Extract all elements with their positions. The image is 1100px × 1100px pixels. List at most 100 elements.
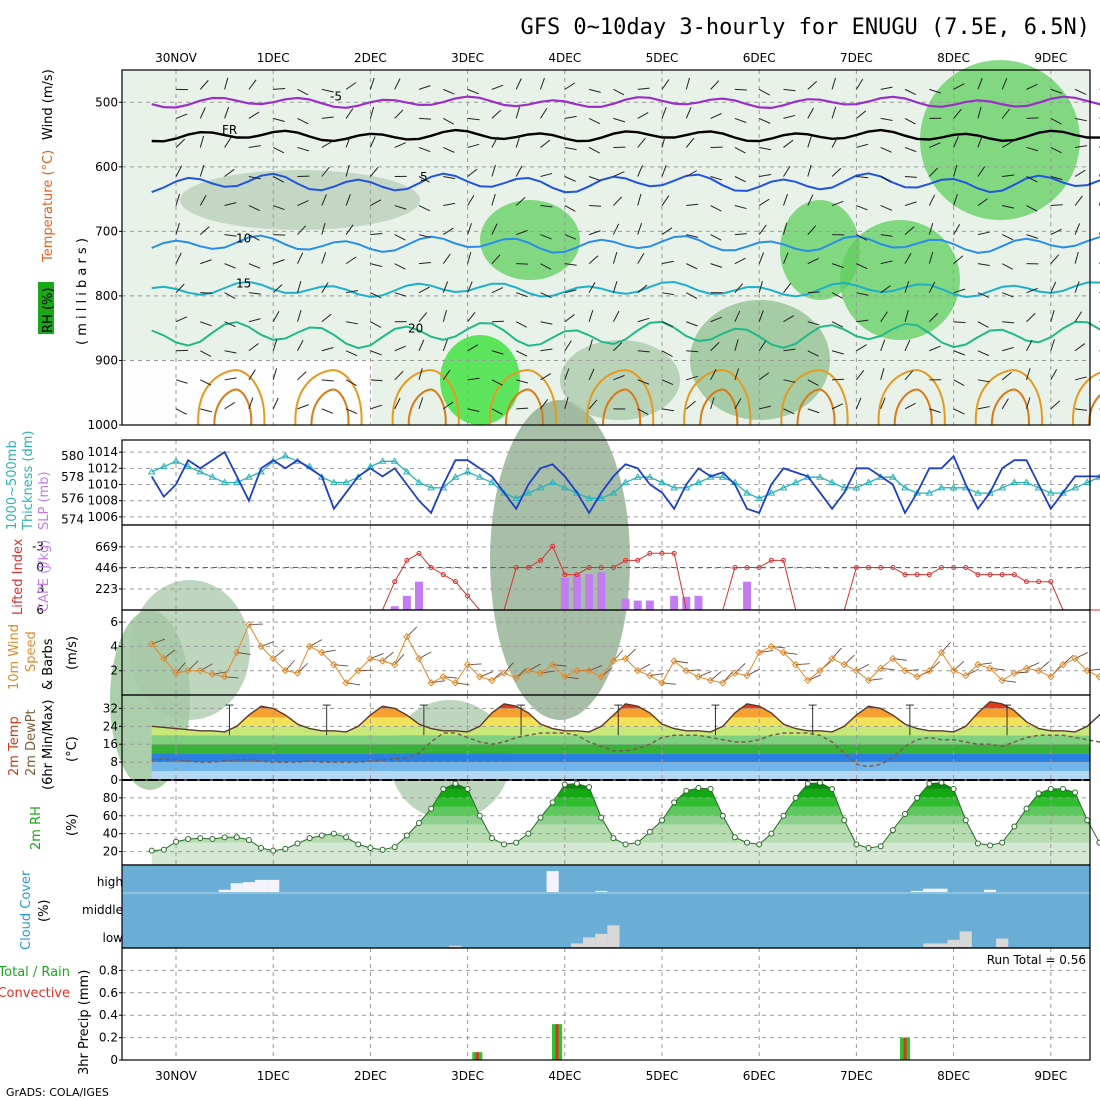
- wind-barb: [297, 371, 307, 381]
- wind-barb: [175, 165, 183, 177]
- wind-barb: [1050, 254, 1060, 264]
- contour-label: FR: [222, 123, 237, 137]
- wind-barb: [418, 368, 423, 380]
- wind-barb: [977, 379, 990, 383]
- wind-barb: [321, 347, 334, 352]
- precip-tick-label: 0.6: [99, 986, 118, 1000]
- precip-convective-bar: [555, 1024, 559, 1060]
- wind-speed-point: [998, 676, 1006, 685]
- rh-point: [233, 834, 240, 841]
- wind-barb: [637, 408, 649, 416]
- li-point: [598, 565, 604, 570]
- thickness-point: [354, 473, 363, 480]
- li-tick-label: 3: [36, 582, 44, 596]
- wind-speed-point: [500, 669, 508, 677]
- li-point: [440, 572, 446, 578]
- day-label-bottom: 7DEC: [840, 1069, 873, 1083]
- rh-point: [610, 835, 617, 842]
- wind-barb: [297, 252, 304, 264]
- cloud-side-labels: Cloud Cover (%) high middle low: [19, 870, 123, 950]
- wind-speed-point: [378, 657, 387, 665]
- rh-point: [513, 839, 520, 846]
- wind-barb: [248, 111, 260, 119]
- rh-point: [318, 832, 325, 839]
- wind-barb: [1074, 376, 1087, 381]
- wind-barb: [977, 350, 990, 357]
- thickness-line: [151, 455, 1100, 500]
- wind-barb: [880, 86, 893, 90]
- thickness-point: [147, 467, 156, 475]
- thickness-label-a: 1000~500mb: [5, 440, 20, 530]
- wind-speed-point: [828, 654, 836, 663]
- rh-point: [488, 835, 495, 842]
- wind-barb: [807, 225, 817, 235]
- li-point: [1036, 579, 1042, 585]
- cape-bar: [694, 595, 703, 610]
- rh-shade: [180, 170, 420, 230]
- wind-barb: [516, 407, 529, 410]
- wind-barb: [418, 262, 431, 265]
- wind-speed-point: [463, 660, 472, 669]
- thickness-point: [949, 483, 958, 491]
- wind-barb: [175, 113, 188, 119]
- wind-barb: [928, 222, 934, 235]
- rh-point: [938, 779, 945, 786]
- wind-barb: [443, 146, 455, 153]
- wind-barb: [589, 205, 602, 207]
- wind-barb: [1001, 78, 1008, 90]
- wind-speed-point: [913, 673, 921, 681]
- rh-point: [209, 836, 216, 843]
- wind-barb: [904, 281, 910, 293]
- warm-contour: [310, 388, 350, 426]
- wind-barb: [491, 223, 498, 235]
- wind-barb: [880, 311, 888, 323]
- wind-speed-point: [889, 654, 897, 663]
- wind-speed-point: [694, 673, 703, 681]
- wind-barb: [516, 292, 528, 298]
- wind-barb: [394, 397, 401, 410]
- cape-bar: [597, 572, 606, 610]
- wind-barb: [661, 379, 674, 386]
- wind-barb: [637, 253, 645, 264]
- wind-barb: [297, 281, 302, 293]
- wind-barb: [200, 350, 212, 357]
- wind-barb: [540, 321, 553, 325]
- wind-barb: [612, 281, 618, 293]
- rh-point: [440, 785, 447, 792]
- wind-barb: [685, 77, 691, 90]
- wind-barb: [588, 310, 594, 322]
- wind-barb: [1050, 176, 1063, 181]
- wind-barb: [831, 350, 844, 355]
- wind-barb: [637, 165, 643, 177]
- rh-point: [294, 840, 301, 847]
- wind-barb: [394, 345, 406, 352]
- wind-barb: [418, 176, 430, 183]
- li-tick-label: 6: [36, 603, 44, 617]
- cloud-bar-high: [911, 890, 924, 892]
- wind-barb: [734, 257, 746, 265]
- rh-point: [416, 819, 422, 826]
- wind-barb: [758, 252, 765, 264]
- wind-barb: [1001, 263, 1013, 270]
- li-point: [525, 565, 531, 570]
- upper-frame: [121, 69, 1091, 426]
- pressure-tick-label: 900: [95, 353, 118, 367]
- wind-barb: [686, 170, 698, 177]
- wind-barb: [1050, 88, 1063, 94]
- wind-barb: [904, 176, 918, 178]
- wind-barb: [224, 168, 235, 177]
- wind-barb: [588, 339, 593, 351]
- contour-label: 5: [420, 170, 428, 184]
- li-point: [781, 557, 786, 563]
- wind-speed-point: [147, 640, 156, 648]
- rh-point: [756, 841, 763, 848]
- wind-barb: [540, 263, 552, 270]
- wind-barb: [783, 408, 795, 415]
- wind-barb: [710, 368, 717, 381]
- thickness-point: [791, 478, 800, 485]
- wind-barb: [758, 224, 767, 235]
- cape-bar: [560, 577, 569, 610]
- wind-barb: [710, 113, 722, 119]
- lifted-index-cape-panel: 223 446 669 6 3 0 -3: [32, 524, 1100, 617]
- wind-barb: [807, 107, 815, 119]
